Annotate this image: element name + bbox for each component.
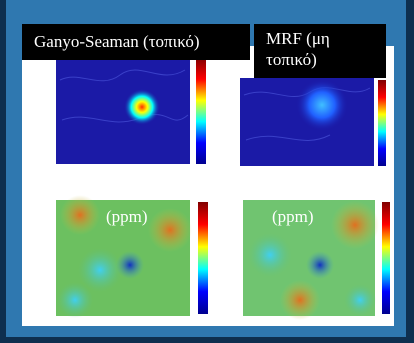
method-label: MRF (μη τοπικό) [254, 24, 386, 78]
unit-label: (ppm) [106, 207, 148, 226]
unit-label: (ppm) [272, 207, 314, 226]
map-bottom-right [243, 200, 390, 320]
method-label: Ganyo-Seaman (τοπικό) [22, 24, 250, 60]
map-top-right [240, 78, 386, 166]
map-bottom-left [56, 195, 208, 318]
map-top-left [56, 58, 206, 164]
